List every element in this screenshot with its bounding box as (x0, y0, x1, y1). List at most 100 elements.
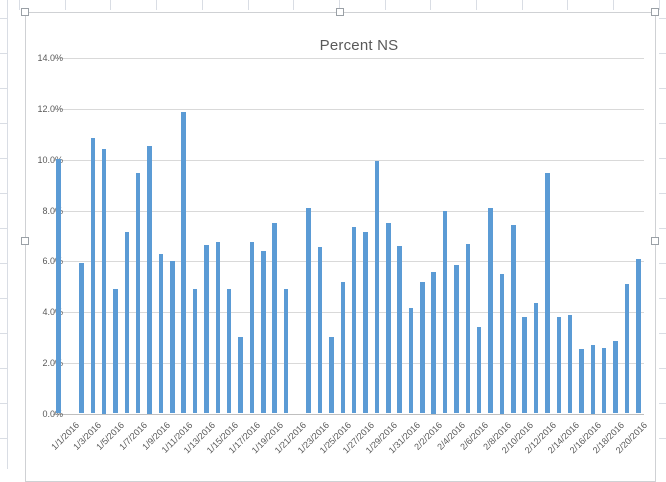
worksheet-gridline (613, 0, 614, 10)
y-gridline (53, 210, 644, 212)
worksheet-gridline (567, 0, 568, 10)
y-axis-tick-label: 6.0% (42, 256, 63, 267)
bar[interactable] (56, 158, 61, 414)
worksheet-gridline (248, 0, 249, 10)
selection-handle-top-right[interactable] (651, 8, 659, 16)
bar[interactable] (465, 243, 471, 414)
bar[interactable] (374, 161, 380, 414)
worksheet-gridline (293, 0, 294, 10)
bar[interactable] (226, 289, 232, 414)
bar[interactable] (272, 223, 277, 414)
bar[interactable] (192, 289, 198, 414)
bar[interactable] (499, 274, 505, 414)
bar[interactable] (147, 146, 152, 414)
bar[interactable] (215, 242, 221, 414)
bar[interactable] (567, 314, 573, 414)
y-gridline (53, 362, 644, 364)
bar[interactable] (431, 271, 436, 414)
worksheet-gridline (659, 53, 666, 54)
worksheet-gridline (385, 0, 386, 10)
chart-title[interactable]: Percent NS (319, 37, 399, 54)
selection-handle-top-left[interactable] (21, 8, 29, 16)
bar[interactable] (261, 251, 266, 414)
bar[interactable] (204, 244, 209, 414)
bar[interactable] (79, 262, 84, 414)
bar[interactable] (351, 227, 357, 414)
bar[interactable] (124, 232, 130, 414)
worksheet-gridline (202, 0, 203, 10)
bar[interactable] (476, 327, 482, 414)
y-gridline (53, 109, 644, 111)
worksheet-gridline (65, 0, 66, 10)
bar[interactable] (397, 246, 402, 414)
bar[interactable] (363, 232, 368, 414)
bar[interactable] (181, 111, 186, 414)
worksheet-gridline (0, 88, 7, 89)
bar[interactable] (329, 337, 334, 414)
bar[interactable] (545, 172, 550, 414)
bar[interactable] (101, 148, 107, 414)
worksheet-gridline (0, 158, 7, 159)
worksheet-gridline (659, 0, 660, 10)
bar[interactable] (636, 258, 641, 414)
bar[interactable] (90, 138, 96, 414)
worksheet-gridline (0, 333, 7, 334)
bar[interactable] (170, 261, 175, 414)
worksheet-gridline (19, 0, 20, 10)
bar[interactable] (340, 281, 346, 414)
x-axis-line (53, 413, 644, 415)
worksheet-gridline (0, 368, 7, 369)
y-axis-tick-label: 12.0% (37, 104, 63, 115)
bar[interactable] (613, 341, 618, 414)
bar[interactable] (249, 242, 255, 414)
worksheet-gridline (7, 0, 8, 469)
worksheet-gridline (110, 0, 111, 10)
worksheet-gridline (0, 438, 7, 439)
bar[interactable] (113, 289, 118, 414)
worksheet-gridline (659, 403, 666, 404)
worksheet-gridline (659, 228, 666, 229)
bar[interactable] (579, 348, 584, 414)
bar[interactable] (522, 317, 527, 414)
worksheet-gridline (0, 228, 7, 229)
bar[interactable] (488, 208, 493, 414)
bar[interactable] (158, 253, 164, 414)
y-axis-tick-label: 4.0% (42, 307, 63, 318)
selection-handle-middle-right[interactable] (651, 237, 659, 245)
bar[interactable] (386, 223, 391, 414)
worksheet-gridline (659, 158, 666, 159)
chart-object[interactable]: Percent NS 0.0% 2.0% 4.0% 6.0% 8.0% 10.0% 12.0… (25, 12, 656, 482)
y-gridline (53, 261, 644, 263)
bar[interactable] (306, 208, 311, 414)
selection-handle-top-middle[interactable] (336, 8, 344, 16)
bar[interactable] (283, 289, 289, 414)
bar[interactable] (420, 281, 425, 414)
worksheet-gridline (659, 298, 666, 299)
worksheet-gridline (430, 0, 431, 10)
y-gridline (53, 58, 644, 60)
bar[interactable] (533, 303, 539, 414)
bar[interactable] (135, 172, 141, 414)
selection-handle-middle-left[interactable] (21, 237, 29, 245)
y-axis-tick-label: 8.0% (42, 205, 63, 216)
bar[interactable] (556, 317, 562, 414)
worksheet-gridline (659, 18, 666, 19)
bar[interactable] (238, 337, 243, 414)
bar[interactable] (442, 210, 448, 414)
bar[interactable] (590, 345, 596, 414)
bar[interactable] (454, 265, 459, 414)
worksheet-gridline (659, 123, 666, 124)
y-axis-tick-label: 0.0% (42, 408, 63, 419)
y-axis-tick-label: 14.0% (37, 53, 63, 64)
y-gridline (53, 312, 644, 314)
worksheet-gridline (0, 53, 7, 54)
worksheet-gridline (659, 333, 666, 334)
bar[interactable] (408, 308, 414, 414)
bar[interactable] (624, 284, 630, 414)
bar[interactable] (317, 247, 323, 414)
bar[interactable] (511, 224, 516, 414)
worksheet-gridline (476, 0, 477, 10)
worksheet-gridline (0, 403, 7, 404)
bar[interactable] (601, 347, 607, 414)
